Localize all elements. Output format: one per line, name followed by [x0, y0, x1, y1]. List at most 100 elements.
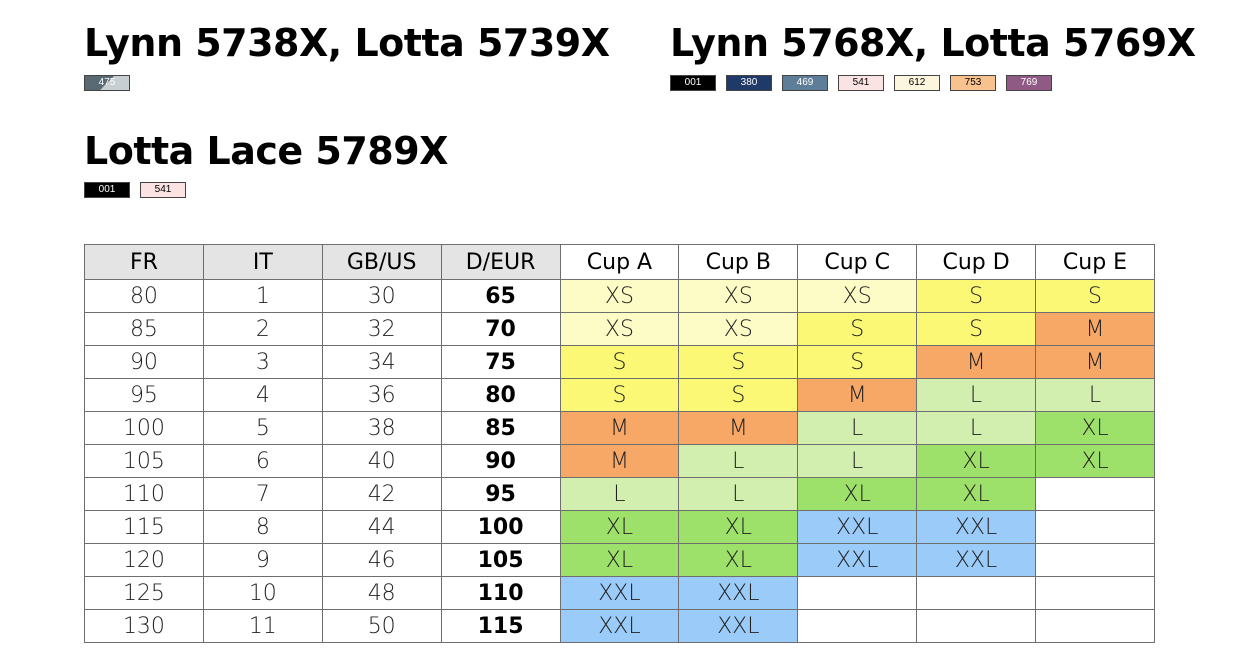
size-chart-header-row: FR IT GB/US D/EUR Cup A Cup B Cup C Cup D Cup E: [84, 244, 1155, 280]
size-cell: 105: [84, 444, 204, 478]
table-row: 90 3 34 75 S S S M M: [84, 345, 1155, 379]
cup-size-cell: S: [797, 312, 918, 346]
table-row: 95 4 36 80 S S M L L: [84, 378, 1155, 412]
cup-size-cell: L: [797, 444, 918, 478]
cup-size-cell: XL: [678, 543, 799, 577]
size-cell: 44: [321, 510, 442, 544]
cup-size-cell: XL: [1035, 444, 1155, 478]
size-cell: 90: [84, 345, 204, 379]
empty-cell: [1035, 543, 1155, 577]
cup-size-cell: M: [1035, 345, 1155, 379]
color-swatch-475: 475: [84, 75, 130, 91]
table-row: 120 9 46 105 XL XL XXL XXL: [84, 543, 1155, 577]
color-swatch-541: 541: [838, 75, 884, 91]
cup-size-cell: XXL: [797, 543, 918, 577]
empty-cell: [916, 576, 1036, 610]
color-swatches-group-2: 001 380 469 541 612 753 769: [670, 75, 1052, 91]
empty-cell: [1035, 576, 1155, 610]
eur-size-cell: 95: [440, 477, 561, 511]
column-header-cup-a: Cup A: [559, 244, 680, 280]
table-row: 80 1 30 65 XS XS XS S S: [84, 279, 1155, 313]
table-row: 100 5 38 85 M M L L XL: [84, 411, 1155, 445]
cup-size-cell: XXL: [559, 576, 680, 610]
cup-size-cell: XL: [916, 444, 1036, 478]
cup-size-cell: XL: [559, 543, 680, 577]
table-row: 110 7 42 95 L L XL XL: [84, 477, 1155, 511]
table-row: 130 11 50 115 XXL XXL: [84, 609, 1155, 643]
cup-size-cell: S: [559, 345, 680, 379]
cup-size-cell: M: [916, 345, 1036, 379]
cup-size-cell: XL: [797, 477, 918, 511]
table-row: 115 8 44 100 XL XL XXL XXL: [84, 510, 1155, 544]
size-cell: 120: [84, 543, 204, 577]
size-cell: 30: [321, 279, 442, 313]
cup-size-cell: S: [678, 378, 799, 412]
group-title-lotta-lace-5789x: Lotta Lace 5789X: [84, 129, 448, 173]
color-swatches-group-3: 001 541: [84, 182, 186, 198]
cup-size-cell: M: [559, 411, 680, 445]
size-cell: 6: [202, 444, 323, 478]
size-cell: 8: [202, 510, 323, 544]
size-cell: 125: [84, 576, 204, 610]
cup-size-cell: L: [678, 477, 799, 511]
cup-size-cell: XXL: [916, 543, 1036, 577]
color-swatch-001: 001: [670, 75, 716, 91]
eur-size-cell: 70: [440, 312, 561, 346]
cup-size-cell: L: [797, 411, 918, 445]
size-cell: 42: [321, 477, 442, 511]
size-cell: 34: [321, 345, 442, 379]
cup-size-cell: S: [916, 279, 1036, 313]
eur-size-cell: 105: [440, 543, 561, 577]
table-row: 105 6 40 90 M L L XL XL: [84, 444, 1155, 478]
size-cell: 115: [84, 510, 204, 544]
size-cell: 80: [84, 279, 204, 313]
color-swatch-380: 380: [726, 75, 772, 91]
table-row: 125 10 48 110 XXL XXL: [84, 576, 1155, 610]
empty-cell: [797, 609, 918, 643]
cup-size-cell: M: [678, 411, 799, 445]
cup-size-cell: XS: [797, 279, 918, 313]
size-cell: 11: [202, 609, 323, 643]
column-header-gb-us: GB/US: [321, 244, 442, 280]
size-cell: 48: [321, 576, 442, 610]
eur-size-cell: 75: [440, 345, 561, 379]
column-header-fr: FR: [84, 244, 204, 280]
eur-size-cell: 80: [440, 378, 561, 412]
size-cell: 10: [202, 576, 323, 610]
color-swatch-769: 769: [1006, 75, 1052, 91]
cup-size-cell: XS: [559, 312, 680, 346]
eur-size-cell: 110: [440, 576, 561, 610]
size-cell: 100: [84, 411, 204, 445]
color-swatch-612: 612: [894, 75, 940, 91]
cup-size-cell: S: [916, 312, 1036, 346]
size-cell: 1: [202, 279, 323, 313]
color-swatch-541: 541: [140, 182, 186, 198]
cup-size-cell: M: [797, 378, 918, 412]
size-cell: 32: [321, 312, 442, 346]
group-title-lynn-5738x-lotta-5739x: Lynn 5738X, Lotta 5739X: [84, 21, 610, 65]
color-swatch-753: 753: [950, 75, 996, 91]
size-cell: 7: [202, 477, 323, 511]
size-cell: 3: [202, 345, 323, 379]
cup-size-cell: XS: [678, 279, 799, 313]
cup-size-cell: S: [678, 345, 799, 379]
size-cell: 95: [84, 378, 204, 412]
cup-size-cell: L: [678, 444, 799, 478]
eur-size-cell: 85: [440, 411, 561, 445]
cup-size-cell: XL: [1035, 411, 1155, 445]
eur-size-cell: 100: [440, 510, 561, 544]
cup-size-cell: XS: [559, 279, 680, 313]
empty-cell: [916, 609, 1036, 643]
cup-size-cell: L: [916, 411, 1036, 445]
size-cell: 50: [321, 609, 442, 643]
eur-size-cell: 115: [440, 609, 561, 643]
cup-size-cell: XXL: [678, 609, 799, 643]
size-chart-table: FR IT GB/US D/EUR Cup A Cup B Cup C Cup D Cup E …: [84, 244, 1155, 643]
empty-cell: [797, 576, 918, 610]
column-header-it: IT: [202, 244, 323, 280]
color-swatch-469: 469: [782, 75, 828, 91]
cup-size-cell: XL: [916, 477, 1036, 511]
empty-cell: [1035, 510, 1155, 544]
cup-size-cell: XL: [678, 510, 799, 544]
cup-size-cell: M: [1035, 312, 1155, 346]
